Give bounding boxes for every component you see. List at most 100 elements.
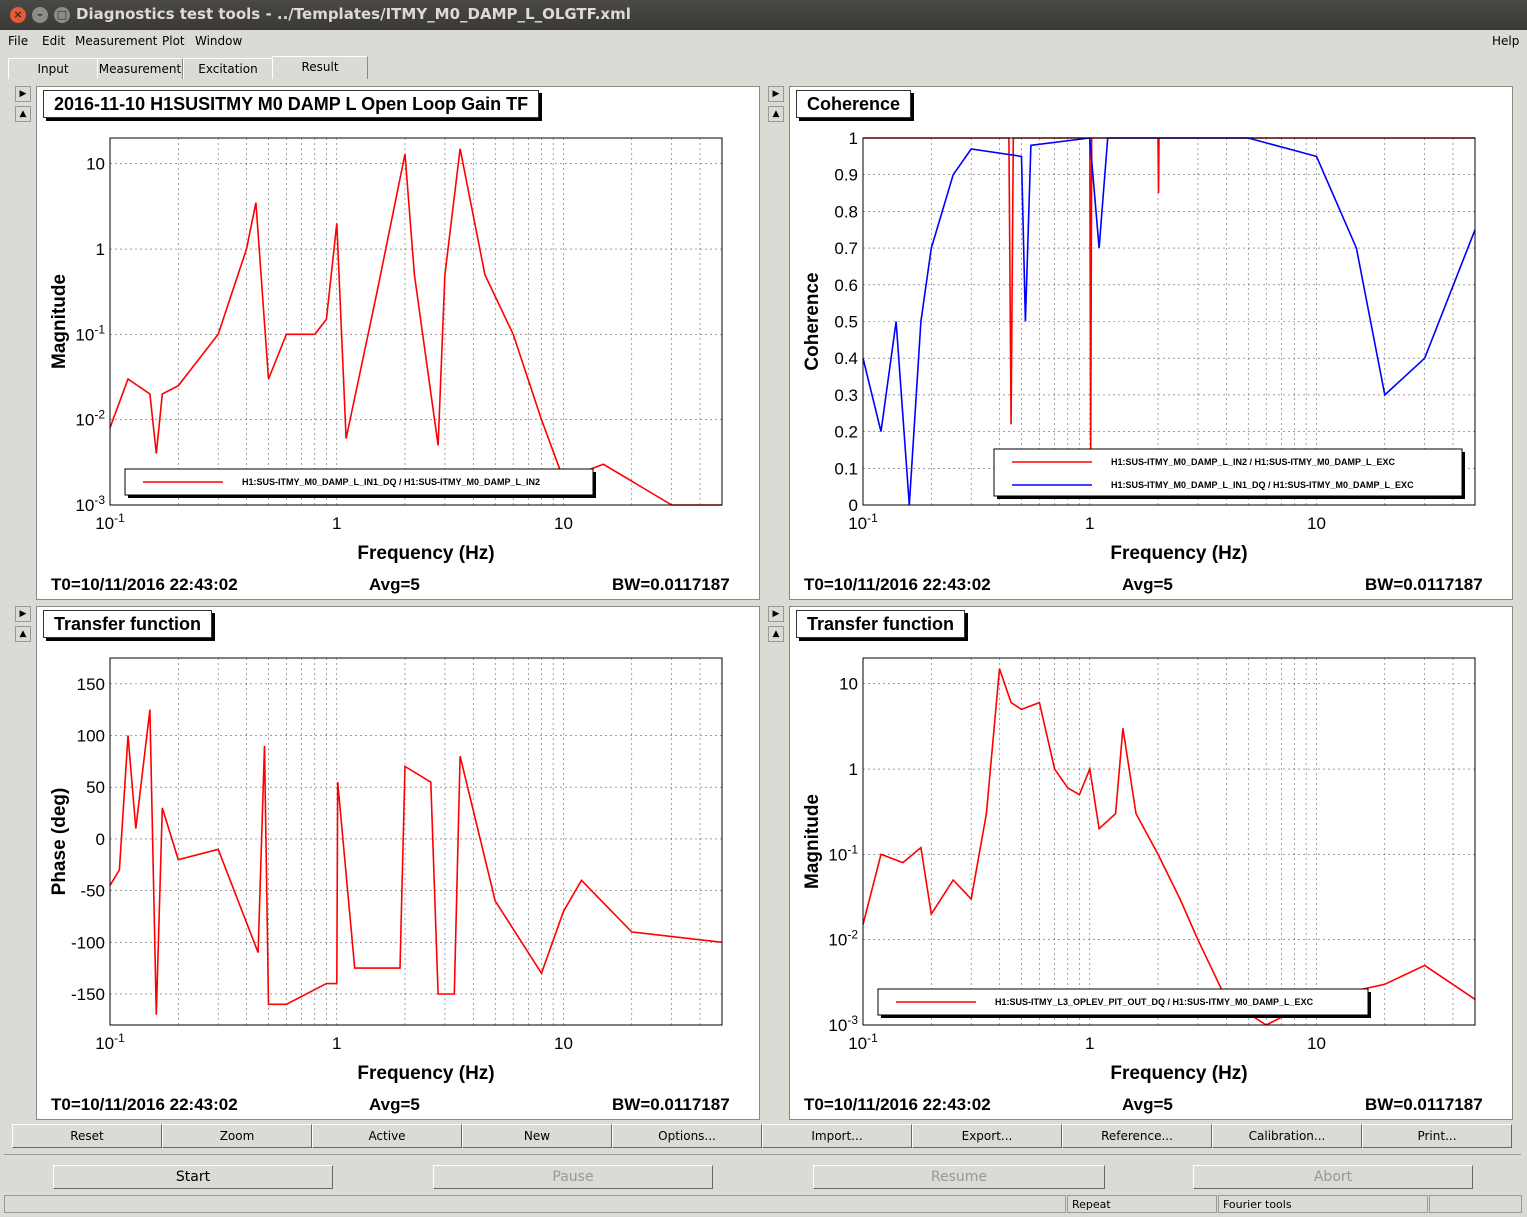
x-axis-label: Frequency (Hz) bbox=[1110, 1063, 1247, 1084]
panel3-expand-arrow-icon[interactable]: ▶ bbox=[15, 606, 31, 622]
chart-phase: 10-1 1 10 -150 -100 -50 0 50 100 150 Frequency (Hz… bbox=[49, 657, 723, 1084]
maximize-window-button[interactable]: □ bbox=[54, 7, 70, 23]
y-tick-label: 0.6 bbox=[834, 276, 858, 295]
calibration-button[interactable]: Calibration... bbox=[1212, 1124, 1362, 1148]
tab-input[interactable]: Input bbox=[8, 58, 98, 79]
minimize-icon: – bbox=[37, 8, 43, 21]
status-fourier-tools: Fourier tools bbox=[1218, 1195, 1428, 1213]
import-button[interactable]: Import... bbox=[762, 1124, 912, 1148]
plot-frame bbox=[862, 137, 1476, 506]
y-tick-label: 10 bbox=[86, 155, 105, 174]
y-tick-label: 50 bbox=[86, 778, 105, 797]
x-tick-label: 10-1 bbox=[848, 1031, 878, 1053]
resume-button[interactable]: Resume bbox=[813, 1165, 1105, 1189]
zoom-button[interactable]: Zoom bbox=[162, 1124, 312, 1148]
abort-button[interactable]: Abort bbox=[1193, 1165, 1473, 1189]
series-line-1 bbox=[109, 709, 723, 1015]
panel1-avg: Avg=5 bbox=[369, 575, 420, 594]
panel2-avg: Avg=5 bbox=[1122, 575, 1173, 594]
panel4-title: Transfer function bbox=[796, 610, 966, 638]
panel4-bw: BW=0.0117187 bbox=[1365, 1095, 1483, 1114]
active-button[interactable]: Active bbox=[312, 1124, 462, 1148]
legend-label-1: H1:SUS-ITMY_M0_DAMP_L_IN1_DQ / H1:SUS-IT… bbox=[242, 477, 540, 487]
y-tick-label: 10 bbox=[839, 675, 858, 694]
x-tick-label: 10 bbox=[554, 1034, 573, 1053]
x-tick-label: 10-1 bbox=[848, 511, 878, 533]
plot-panel-2[interactable]: Coherence 10-1 1 10 0 0.1 0.2 0.3 0.4 0.5 0.6 0.7 0… bbox=[789, 86, 1513, 600]
x-tick-label: 1 bbox=[1085, 514, 1094, 533]
close-window-button[interactable]: × bbox=[10, 7, 26, 23]
panel2-t0: T0=10/11/2016 22:43:02 bbox=[804, 575, 991, 594]
x-axis-label: Frequency (Hz) bbox=[357, 1063, 494, 1084]
print-button[interactable]: Print... bbox=[1362, 1124, 1512, 1148]
panel3-collapse-arrow-icon[interactable]: ▲ bbox=[15, 626, 31, 642]
panel1-collapse-arrow-icon[interactable]: ▲ bbox=[15, 106, 31, 122]
plot-frame bbox=[109, 657, 723, 1026]
tab-result[interactable]: Result bbox=[272, 56, 368, 79]
x-tick-label: 10-1 bbox=[95, 1031, 125, 1053]
series-line-1 bbox=[862, 668, 1476, 1026]
panel2-bw: BW=0.0117187 bbox=[1365, 575, 1483, 594]
menu-help[interactable]: Help bbox=[1492, 34, 1520, 48]
x-tick-label: 10 bbox=[554, 514, 573, 533]
menu-edit[interactable]: Edit bbox=[42, 34, 66, 48]
panel1-expand-arrow-icon[interactable]: ▶ bbox=[15, 86, 31, 102]
series-line-2 bbox=[862, 137, 1476, 506]
menu-measurement[interactable]: Measurement bbox=[75, 34, 158, 48]
legend-box bbox=[877, 988, 1369, 1016]
panel4-expand-arrow-icon[interactable]: ▶ bbox=[768, 606, 784, 622]
menu-file[interactable]: File bbox=[8, 34, 29, 48]
chart-oplev-magnitude: 10-1 1 10 10-3 10-2 10-1 1 10 Frequency (Hz) Magn… bbox=[802, 657, 1476, 1084]
plot-panel-1[interactable]: 2016-11-10 H1SUSITMY M0 DAMP L Open Loop… bbox=[36, 86, 760, 600]
x-tick-label: 1 bbox=[332, 514, 341, 533]
y-axis-label: Phase (deg) bbox=[49, 788, 70, 896]
y-tick-label: 0.8 bbox=[834, 202, 858, 221]
tab-measurement[interactable]: Measurement bbox=[97, 58, 183, 79]
options-button[interactable]: Options... bbox=[612, 1124, 762, 1148]
y-tick-label: 100 bbox=[77, 727, 105, 746]
panel2-expand-arrow-icon[interactable]: ▶ bbox=[768, 86, 784, 102]
reference-button[interactable]: Reference... bbox=[1062, 1124, 1212, 1148]
y-tick-label: 150 bbox=[77, 675, 105, 694]
panel1-t0: T0=10/11/2016 22:43:02 bbox=[51, 575, 238, 594]
maximize-icon: □ bbox=[56, 8, 68, 21]
plot-frame bbox=[109, 137, 723, 506]
y-tick-label: 10-3 bbox=[828, 1013, 858, 1035]
legend-label-1: H1:SUS-ITMY_M0_DAMP_L_IN2 / H1:SUS-ITMY_… bbox=[1111, 457, 1396, 467]
legend-label-1: H1:SUS-ITMY_L3_OPLEV_PIT_OUT_DQ / H1:SUS… bbox=[995, 997, 1314, 1007]
y-tick-label: 0.2 bbox=[834, 423, 858, 442]
status-extra bbox=[1429, 1195, 1522, 1213]
chart-open-loop-gain: 10-1 1 10 10-3 10-2 10-1 1 10 Frequency (Hz) Magn… bbox=[49, 137, 723, 564]
panel4-t0: T0=10/11/2016 22:43:02 bbox=[804, 1095, 991, 1114]
plot-frame bbox=[862, 657, 1476, 1026]
tab-excitation[interactable]: Excitation bbox=[183, 58, 273, 79]
new-button[interactable]: New bbox=[462, 1124, 612, 1148]
tab-bar: Input Measurement Excitation Result bbox=[0, 56, 1527, 80]
chart-coherence: 10-1 1 10 0 0.1 0.2 0.3 0.4 0.5 0.6 0.7 0.8 0.9 1 Freq… bbox=[802, 129, 1476, 564]
plot-panel-4[interactable]: Transfer function 10-1 1 10 10-3 10-2 10-1 1 10… bbox=[789, 606, 1513, 1120]
y-tick-label: 10-1 bbox=[75, 322, 105, 344]
menu-plot[interactable]: Plot bbox=[162, 34, 185, 48]
plot-panel-3[interactable]: Transfer function 10-1 1 10 -150 -100 -50 0 50 1… bbox=[36, 606, 760, 1120]
y-tick-label: 0.5 bbox=[834, 313, 858, 332]
status-repeat: Repeat bbox=[1067, 1195, 1217, 1213]
pause-button[interactable]: Pause bbox=[433, 1165, 713, 1189]
panel3-bw: BW=0.0117187 bbox=[612, 1095, 730, 1114]
panel3-title: Transfer function bbox=[43, 610, 213, 638]
y-tick-label: 0 bbox=[849, 496, 858, 515]
window-title: Diagnostics test tools - ../Templates/IT… bbox=[76, 5, 631, 23]
panel4-collapse-arrow-icon[interactable]: ▲ bbox=[768, 626, 784, 642]
status-main bbox=[4, 1195, 1066, 1213]
menu-window[interactable]: Window bbox=[195, 34, 243, 48]
x-tick-label: 10-1 bbox=[95, 511, 125, 533]
legend-box bbox=[993, 448, 1463, 497]
x-tick-label: 10 bbox=[1307, 1034, 1326, 1053]
reset-button[interactable]: Reset bbox=[12, 1124, 162, 1148]
y-tick-label: 0.1 bbox=[834, 459, 858, 478]
export-button[interactable]: Export... bbox=[912, 1124, 1062, 1148]
y-tick-label: 0.3 bbox=[834, 386, 858, 405]
minimize-window-button[interactable]: – bbox=[32, 7, 48, 23]
y-tick-label: 0.7 bbox=[834, 239, 858, 258]
panel2-collapse-arrow-icon[interactable]: ▲ bbox=[768, 106, 784, 122]
start-button[interactable]: Start bbox=[53, 1165, 333, 1189]
